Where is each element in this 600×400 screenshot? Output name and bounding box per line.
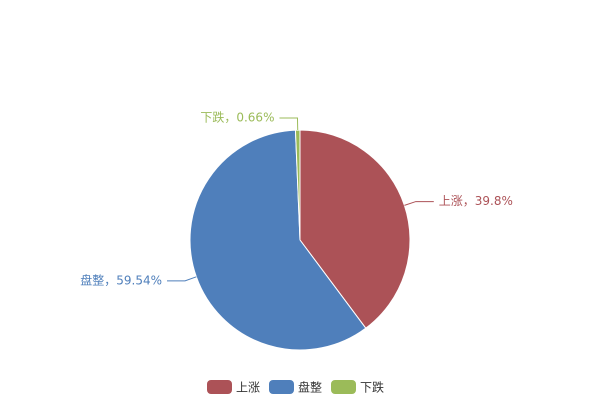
legend-swatch xyxy=(269,380,294,394)
leader-line xyxy=(167,276,197,282)
legend-label: 下跌 xyxy=(360,380,384,395)
pie-slice xyxy=(294,129,301,241)
leader-line xyxy=(404,201,434,206)
legend-swatch xyxy=(207,380,232,394)
leader-line xyxy=(279,117,299,131)
pie-slice xyxy=(299,129,411,329)
legend-swatch xyxy=(331,380,356,394)
legend-label: 上涨 xyxy=(236,380,260,395)
data-label: 上涨，39.8% xyxy=(439,193,513,208)
legend-label: 盘整 xyxy=(298,380,322,395)
data-label: 盘整，59.54% xyxy=(80,272,162,287)
data-label: 下跌，0.66% xyxy=(200,110,274,125)
